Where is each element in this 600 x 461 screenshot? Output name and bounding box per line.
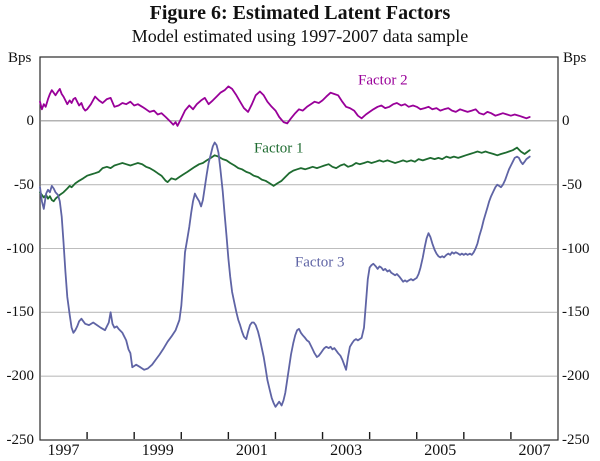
y-axis-label-left--100: -100	[6, 240, 35, 257]
y-axis-label-right--50: -50	[562, 176, 582, 193]
y-axis-label-right--250: -250	[562, 432, 590, 448]
series-label-factor-3: Factor 3	[294, 254, 345, 271]
y-axis-unit-left: Bps	[8, 50, 32, 66]
figure-subtitle: Model estimated using 1997-2007 data sam…	[131, 26, 469, 46]
y-axis-label-left-0: 0	[26, 112, 35, 129]
series-line-factor-3	[39, 141, 531, 408]
x-axis-label-1997: 1997	[47, 442, 80, 459]
y-axis-label-left--250: -250	[6, 432, 35, 448]
y-axis-unit-right: Bps	[563, 50, 587, 66]
series-label-factor-1: Factor 1	[253, 140, 304, 157]
series-line-factor-2	[39, 85, 531, 127]
plot-frame	[39, 56, 559, 441]
y-axis-label-right--200: -200	[562, 368, 590, 385]
figure-title: Figure 6: Estimated Latent Factors	[149, 2, 451, 24]
y-axis-label-left--150: -150	[6, 304, 35, 321]
series-line-factor-1	[39, 146, 531, 203]
y-axis-label-left--50: -50	[14, 176, 34, 193]
series-label-factor-2: Factor 2	[358, 72, 408, 89]
x-axis-label-2005: 2005	[424, 442, 457, 459]
y-axis-label-left--200: -200	[6, 368, 35, 385]
x-axis-label-2007: 2007	[518, 442, 551, 459]
y-axis-label-right--150: -150	[562, 304, 590, 321]
x-axis-label-2003: 2003	[330, 442, 363, 459]
x-axis-label-2001: 2001	[235, 442, 268, 459]
y-axis-label-right--100: -100	[562, 240, 590, 257]
y-axis-label-right-0: 0	[562, 112, 570, 129]
x-axis-label-1999: 1999	[141, 442, 174, 459]
